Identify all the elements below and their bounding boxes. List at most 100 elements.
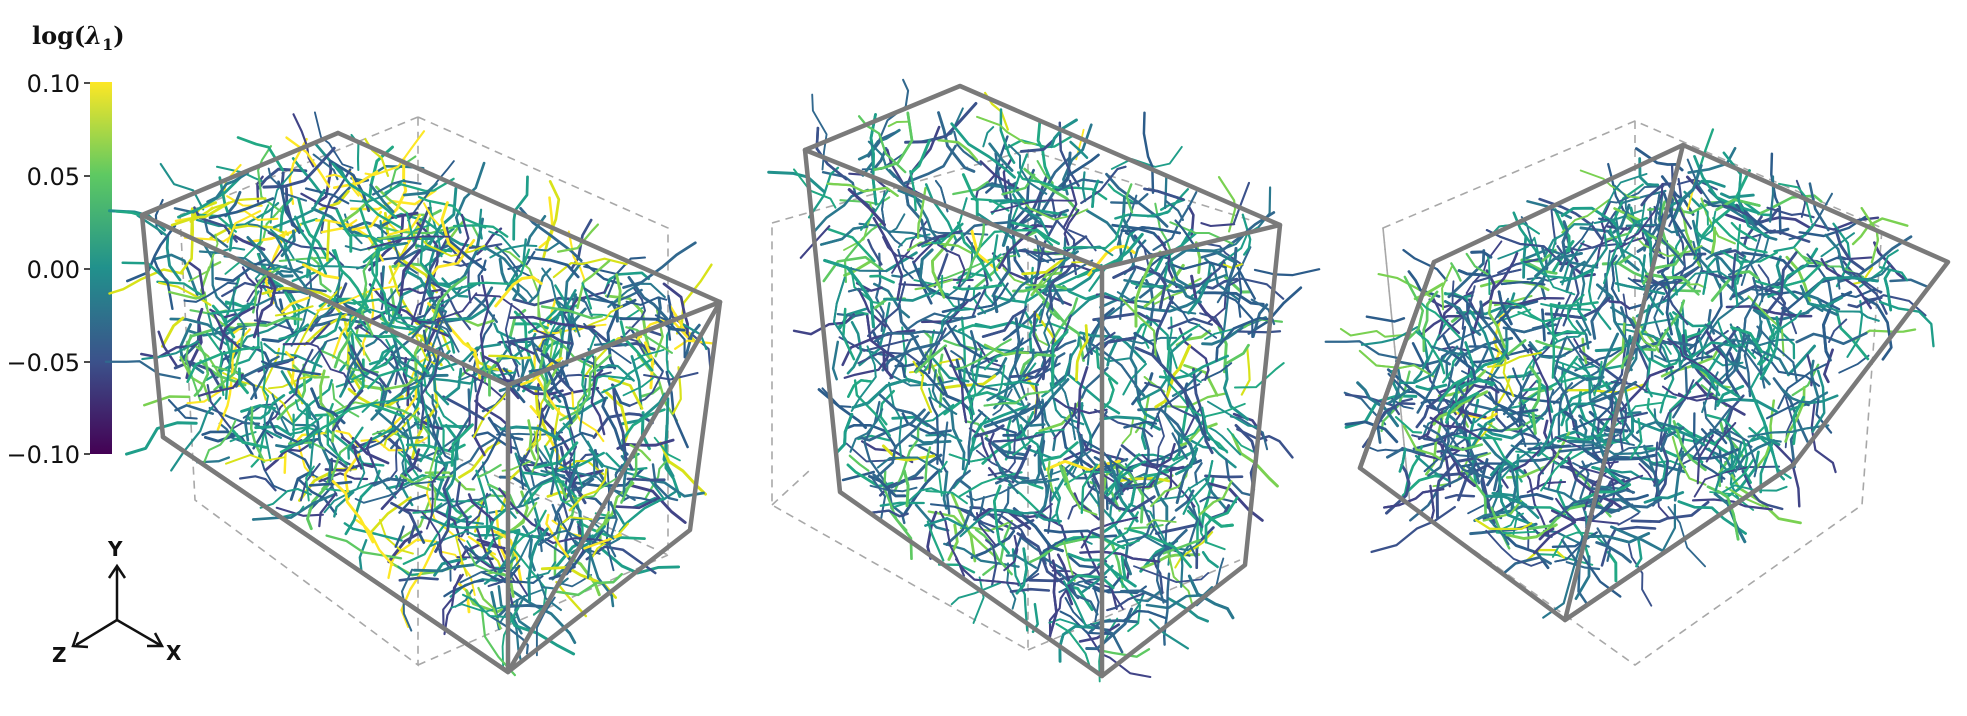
fiber-segment	[954, 338, 1012, 371]
fiber-segment	[555, 283, 610, 318]
fiber-segment	[1651, 429, 1670, 507]
fiber-segment	[250, 355, 280, 401]
fiber-segment	[850, 345, 877, 412]
fiber-segment	[1771, 440, 1801, 508]
fiber-segment	[1713, 249, 1746, 258]
fiber-segment	[390, 501, 417, 544]
fiber-segment	[1457, 422, 1484, 474]
fiber-segment	[1614, 201, 1646, 293]
fiber-segment	[1237, 330, 1282, 334]
fiber-segment	[288, 137, 308, 205]
fiber-segment	[1738, 280, 1784, 296]
fiber-segment	[1172, 400, 1192, 462]
fiber-segment	[474, 296, 498, 324]
fiber-segment	[632, 348, 665, 362]
fiber-segment	[606, 256, 646, 298]
fiber-segment	[1629, 417, 1643, 460]
fiber-segment	[372, 429, 411, 440]
fiber-segment	[1810, 400, 1837, 474]
fiber-segment	[1054, 397, 1108, 415]
fiber-segment	[1204, 496, 1239, 544]
fiber-segment	[893, 424, 920, 493]
fiber-segment	[141, 340, 199, 361]
fiber-segment	[1554, 538, 1587, 563]
fiber-segment	[418, 186, 458, 254]
fiber-segment	[1204, 327, 1236, 341]
fiber-segment	[1416, 348, 1455, 414]
fiber-segment	[836, 312, 865, 318]
fiber-segment	[167, 398, 198, 420]
fiber-segment	[1636, 237, 1703, 258]
fiber-segment	[943, 391, 1023, 416]
fiber-segment	[525, 561, 557, 580]
fiber-segment	[1572, 381, 1619, 431]
fiber-segment	[1623, 182, 1664, 242]
fiber-segment	[290, 415, 323, 435]
fiber-segment	[942, 397, 966, 471]
fiber-segment	[280, 370, 312, 420]
fiber-segment	[1014, 339, 1077, 355]
fiber-segment	[1768, 229, 1811, 243]
fiber-segment	[1099, 415, 1162, 431]
fiber-segment	[891, 220, 928, 274]
fiber-segment	[913, 195, 949, 253]
fiber-segment	[947, 523, 959, 561]
fiber-segment	[402, 182, 438, 197]
fiber-segment	[1018, 235, 1088, 256]
fiber-segment	[367, 366, 408, 390]
fiber-segment	[1807, 296, 1844, 309]
fiber-segment	[976, 115, 1037, 145]
fiber-segment	[1741, 469, 1784, 511]
fiber-segment	[1612, 203, 1631, 234]
fiber-segment	[412, 549, 492, 573]
fiber-segment	[630, 355, 643, 410]
fiber-segment	[583, 287, 621, 308]
fiber-segment	[595, 511, 610, 533]
fiber-segment	[1747, 295, 1785, 357]
fiber-segment	[1012, 193, 1049, 235]
fiber-segment	[559, 353, 612, 422]
fiber-segment	[960, 316, 967, 389]
fiber-segment	[943, 374, 997, 390]
fiber-segment	[1253, 186, 1272, 233]
fiber-segment	[313, 311, 343, 340]
fiber-segment	[847, 188, 886, 227]
fiber-segment	[1558, 446, 1601, 453]
fiber-segment	[308, 431, 316, 477]
fiber-segment	[1023, 167, 1080, 213]
fiber-segment	[1550, 209, 1557, 245]
fiber-segment	[477, 586, 502, 630]
fiber-segment	[1617, 404, 1642, 443]
fiber-segment	[555, 572, 624, 597]
fiber-segment	[1487, 351, 1542, 368]
fiber-segment	[1540, 302, 1592, 311]
fiber-segment	[979, 160, 1020, 190]
fiber-segment	[576, 259, 611, 310]
fiber-segment	[1224, 343, 1250, 365]
fiber-segment	[1607, 185, 1665, 204]
fiber-segment	[1049, 368, 1077, 441]
fiber-segment	[888, 381, 903, 457]
fiber-segment	[1085, 630, 1152, 679]
fiber-segment	[817, 388, 867, 429]
fiber-segment	[1549, 301, 1599, 308]
fiber-segment	[387, 530, 423, 564]
fiber-segment	[1339, 327, 1413, 338]
fiber-segment	[256, 175, 264, 203]
fiber-segment	[615, 273, 622, 307]
fiber-segment	[1686, 158, 1712, 204]
fiber-segment	[530, 339, 548, 373]
fiber-segment	[950, 581, 1002, 606]
fiber-segment	[1664, 328, 1682, 369]
fiber-segment	[845, 423, 898, 450]
fiber-segment	[1185, 259, 1225, 290]
fiber-segment	[957, 471, 1023, 498]
colorbar-title: log(λ1)	[32, 21, 125, 54]
fiber-segment	[461, 593, 517, 619]
fiber-segment	[941, 421, 949, 467]
fiber-segment	[985, 135, 1009, 194]
fiber-segment	[1383, 487, 1445, 509]
fiber-segment	[1153, 474, 1212, 504]
fiber-segment	[952, 441, 984, 489]
fiber-segment	[1091, 478, 1102, 521]
